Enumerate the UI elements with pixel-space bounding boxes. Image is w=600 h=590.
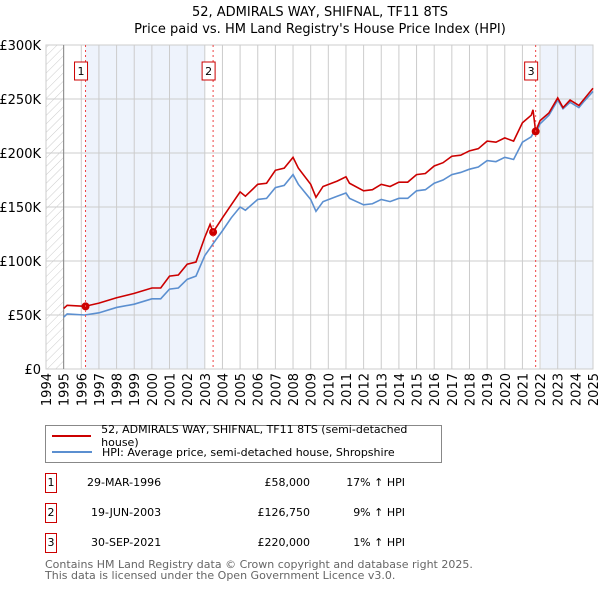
x-tick-label: 1994	[40, 373, 55, 406]
legend-swatch	[52, 451, 92, 453]
legend-label: HPI: Average price, semi-detached house,…	[102, 445, 395, 459]
x-tick-label: 1998	[111, 373, 126, 406]
y-tick-label: £0	[24, 363, 41, 378]
x-tick-label: 2023	[552, 373, 567, 406]
x-tick-label: 2015	[411, 373, 426, 406]
sale-badge	[201, 61, 216, 81]
hpi-line	[63, 90, 594, 318]
x-tick-label: 1999	[128, 373, 143, 406]
sale-date: 19-JUN-2003	[91, 506, 162, 519]
x-tick-label: 1995	[58, 373, 73, 406]
x-tick-label: 2004	[216, 373, 231, 406]
x-tick-label: 2020	[499, 373, 514, 406]
x-tick-label: 2019	[481, 373, 496, 406]
x-tick-label: 2017	[446, 373, 461, 406]
sale-hpi: 17% ↑ HPI	[346, 476, 405, 489]
x-tick-label: 2002	[181, 373, 196, 406]
sale-price: £126,750	[257, 506, 311, 519]
sale-date: 30-SEP-2021	[91, 536, 162, 549]
x-tick-label: 2005	[234, 373, 249, 406]
chart-title: 52, ADMIRALS WAY, SHIFNAL, TF11 8TS	[192, 5, 448, 20]
x-tick-label: 1996	[75, 373, 90, 406]
sale-date: 29-MAR-1996	[87, 476, 162, 489]
property-line	[63, 87, 594, 310]
sale-price: £220,000	[257, 536, 311, 549]
sale-badge: 3	[45, 533, 57, 553]
sale-hpi: 9% ↑ HPI	[353, 506, 405, 519]
footer-text: Contains HM Land Registry data © Crown c…	[45, 559, 473, 581]
legend-item-hpi: HPI: Average price, semi-detached house,…	[52, 445, 395, 459]
legend: 52, ADMIRALS WAY, SHIFNAL, TF11 8TS (sem…	[45, 423, 442, 463]
x-tick-label: 1997	[93, 373, 108, 406]
x-tick-label: 2021	[516, 373, 531, 406]
x-tick-label: 2016	[428, 373, 443, 406]
y-tick-label: £150K	[0, 201, 41, 216]
y-tick-label: £250K	[0, 93, 41, 108]
sale-price: £58,000	[264, 476, 311, 489]
x-tick-label: 2018	[463, 373, 478, 406]
legend-label: 52, ADMIRALS WAY, SHIFNAL, TF11 8TS (sem…	[101, 423, 408, 449]
x-tick-label: 2001	[164, 373, 179, 406]
x-tick-label: 2012	[358, 373, 373, 406]
x-tick-label: 2006	[252, 373, 267, 406]
price-chart: 52, ADMIRALS WAY, SHIFNAL, TF11 8TS Pric…	[0, 5, 600, 406]
y-tick-label: £100K	[0, 255, 41, 270]
x-tick-label: 2013	[375, 373, 390, 406]
legend-swatch	[52, 435, 92, 437]
y-tick-label: £300K	[0, 39, 41, 54]
sale-row: 2 19-JUN-2003 £126,750 9% ↑ HPI	[45, 503, 405, 523]
y-tick-label: £200K	[0, 147, 41, 162]
sale-badge-label: 2	[205, 65, 212, 78]
x-tick-label: 2009	[305, 373, 320, 406]
x-tick-label: 2022	[534, 373, 549, 406]
x-tick-label: 2003	[199, 373, 214, 406]
x-tick-label: 2008	[287, 373, 302, 406]
footer-line: Contains HM Land Registry data © Crown c…	[45, 558, 473, 571]
sale-badge	[74, 61, 89, 81]
sale-badge-label: 3	[528, 65, 535, 78]
y-tick-label: £50K	[8, 309, 42, 324]
sale-row: 1 29-MAR-1996 £58,000 17% ↑ HPI	[45, 473, 405, 493]
sale-badge	[524, 61, 539, 81]
x-tick-label: 2010	[322, 373, 337, 406]
x-tick-label: 2000	[146, 373, 161, 406]
x-tick-label: 2025	[587, 373, 600, 406]
chart-subtitle: Price paid vs. HM Land Registry's House …	[134, 22, 506, 37]
x-tick-label: 2014	[393, 373, 408, 406]
sale-badge-label: 1	[78, 65, 85, 78]
sale-badge: 1	[45, 473, 57, 493]
sale-point	[209, 228, 218, 237]
footer-line: This data is licensed under the Open Gov…	[45, 569, 396, 582]
sale-badge: 2	[45, 503, 57, 523]
sale-row: 3 30-SEP-2021 £220,000 1% ↑ HPI	[45, 533, 405, 553]
legend-item-property: 52, ADMIRALS WAY, SHIFNAL, TF11 8TS (sem…	[52, 423, 441, 449]
sale-hpi: 1% ↑ HPI	[353, 536, 405, 549]
x-tick-label: 2007	[269, 373, 284, 406]
x-tick-label: 2024	[569, 373, 584, 406]
x-tick-label: 2011	[340, 373, 355, 406]
